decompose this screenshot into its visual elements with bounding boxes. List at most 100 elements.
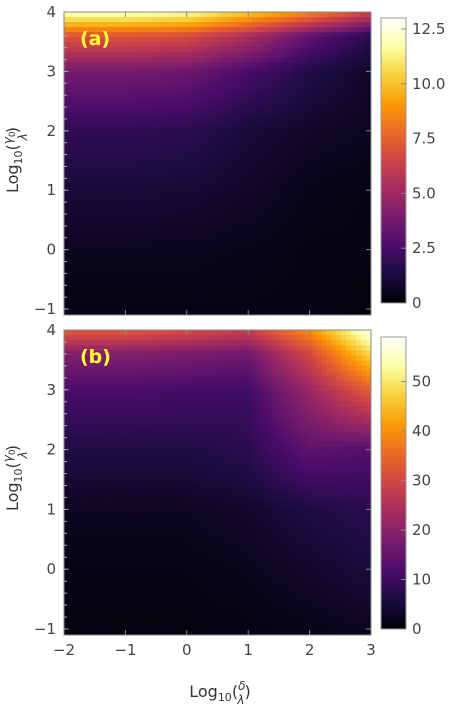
panel-a-heat-cell — [177, 47, 184, 53]
panel-a-heat-cell — [227, 128, 233, 134]
panel-a-heat-cell — [123, 42, 129, 48]
panel-a-heat-cell — [68, 264, 75, 271]
panel-a-heat-cell — [242, 203, 248, 210]
panel-b-heat-cell — [167, 335, 174, 341]
panel-a-heat-cell — [192, 203, 199, 210]
panel-a-heat-cell — [346, 198, 352, 205]
panel-a-heat-cell — [321, 214, 328, 220]
panel-a-heat-cell — [281, 299, 288, 306]
panel-a-heat-cell — [346, 163, 352, 170]
panel-b-heat-cell — [291, 375, 298, 382]
panel-a-heat-cell — [93, 123, 100, 129]
panel-b-heat-cell — [267, 406, 273, 412]
panel-a-heat-cell — [118, 274, 125, 281]
panel-a-heat-cell — [113, 37, 120, 43]
panel-b-heat-cell — [182, 375, 189, 382]
panel-a-heat-cell — [271, 77, 278, 84]
panel-a-heat-cell — [103, 123, 110, 129]
panel-a-heat-cell — [222, 239, 228, 245]
panel-a-heat-cell — [148, 193, 154, 200]
panel-a-heat-cell — [262, 183, 268, 190]
panel-a-heat-cell — [336, 214, 342, 220]
panel-a-heat-cell — [222, 87, 228, 94]
panel-a-heat-cell — [73, 37, 80, 43]
panel-a-heat-cell — [321, 87, 328, 94]
panel-a-heat-cell — [286, 304, 293, 311]
panel-a-heat-cell — [172, 92, 179, 99]
panel-b-heat-cell — [222, 385, 228, 392]
panel-a-heat-cell — [237, 163, 243, 170]
panel-a-heat-cell — [143, 57, 149, 64]
panel-b-heat-cell — [237, 401, 243, 407]
panel-b-heat-cell — [361, 335, 367, 341]
panel-b-heat-cell — [187, 355, 194, 362]
panel-a-heat-cell — [291, 299, 298, 306]
panel-b-heat-cell — [68, 411, 75, 418]
panel-a-heat-cell — [291, 163, 298, 170]
panel-b-heat-cell — [192, 355, 199, 362]
panel-a-heat-cell — [351, 163, 357, 170]
panel-a-heat-cell — [227, 87, 233, 94]
panel-a-heat-cell — [212, 289, 219, 296]
panel-a-heat-cell — [83, 57, 90, 64]
panel-a-heat-cell — [177, 17, 184, 23]
panel-a-heat-cell — [331, 107, 337, 114]
panel-b-heat-cell — [153, 421, 159, 428]
panel-b-heat-cell — [321, 375, 328, 382]
panel-b-heat-cell — [108, 401, 115, 407]
panel-b-heat-cell — [351, 380, 357, 387]
panel-b-heat-cell — [242, 406, 248, 412]
panel-a-heat-cell — [192, 173, 199, 180]
panel-a-heat-cell — [88, 294, 95, 301]
panel-a-heat-cell — [262, 133, 268, 139]
panel-a-heat-cell — [311, 208, 318, 215]
panel-a-heat-cell — [197, 128, 204, 134]
panel-a-heat-cell — [202, 208, 209, 215]
panel-a-heat-cell — [133, 148, 139, 154]
panel-a-heat-cell — [83, 67, 90, 74]
panel-a-heat-cell — [207, 299, 214, 306]
panel-a-heat-cell — [271, 163, 278, 170]
panel-a-heat-cell — [296, 52, 303, 59]
panel-a-heat-cell — [271, 304, 278, 311]
panel-a-heat-cell — [291, 128, 298, 134]
panel-b-heat-cell — [212, 375, 219, 382]
panel-a-heat-cell — [133, 128, 139, 134]
panel-a-heat-cell — [351, 153, 357, 160]
panel-b-heat-cell — [336, 355, 342, 362]
panel-b-heat-cell — [242, 421, 248, 428]
panel-a-heat-cell — [262, 72, 268, 79]
panel-a-heat-cell — [83, 27, 90, 33]
panel-b-heat-cell — [341, 355, 347, 362]
panel-b-heat-cell — [207, 391, 214, 397]
panel-a-heat-cell — [128, 107, 134, 114]
panel-a-heat-cell — [217, 47, 224, 53]
panel-b-heat-cell — [276, 365, 283, 372]
panel-a-heat-cell — [237, 27, 243, 33]
panel-a-heat-cell — [133, 102, 139, 109]
panel-a-heat-cell — [336, 269, 342, 276]
panel-a-heat-cell — [217, 42, 224, 48]
panel-a-heat-cell — [68, 239, 75, 245]
panel-b-heat-cell — [296, 350, 303, 357]
panel-a-heat-cell — [331, 239, 337, 245]
panel-b-heat-cell — [311, 345, 318, 351]
panel-a-heat-cell — [128, 128, 134, 134]
panel-a-heat-cell — [148, 17, 154, 23]
panel-a-heat-cell — [138, 173, 144, 180]
panel-a-heat-cell — [222, 123, 228, 129]
panel-a-heat-cell — [78, 133, 85, 139]
panel-a-heat-cell — [153, 27, 159, 33]
panel-a-heat-cell — [98, 299, 105, 306]
panel-a-heat-cell — [271, 239, 278, 245]
panel-a-heat-cell — [286, 274, 293, 281]
panel-a-heat-cell — [252, 102, 258, 109]
panel-b-heat-cell — [163, 411, 169, 418]
panel-a-heat-cell — [316, 234, 323, 240]
panel-a-heat-cell — [103, 178, 110, 185]
panel-a-heat-cell — [237, 224, 243, 230]
panel-a-heat-cell — [212, 12, 219, 18]
panel-a-heat-cell — [321, 178, 328, 185]
panel-b-heat-cell — [217, 391, 224, 397]
panel-a-heat-cell — [356, 32, 362, 38]
